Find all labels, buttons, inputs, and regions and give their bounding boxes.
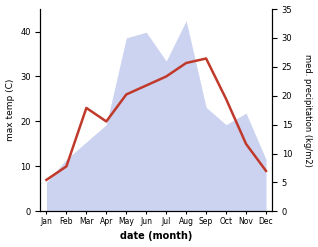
Y-axis label: med. precipitation (kg/m2): med. precipitation (kg/m2) <box>303 54 313 167</box>
Y-axis label: max temp (C): max temp (C) <box>5 79 15 141</box>
X-axis label: date (month): date (month) <box>120 231 192 242</box>
